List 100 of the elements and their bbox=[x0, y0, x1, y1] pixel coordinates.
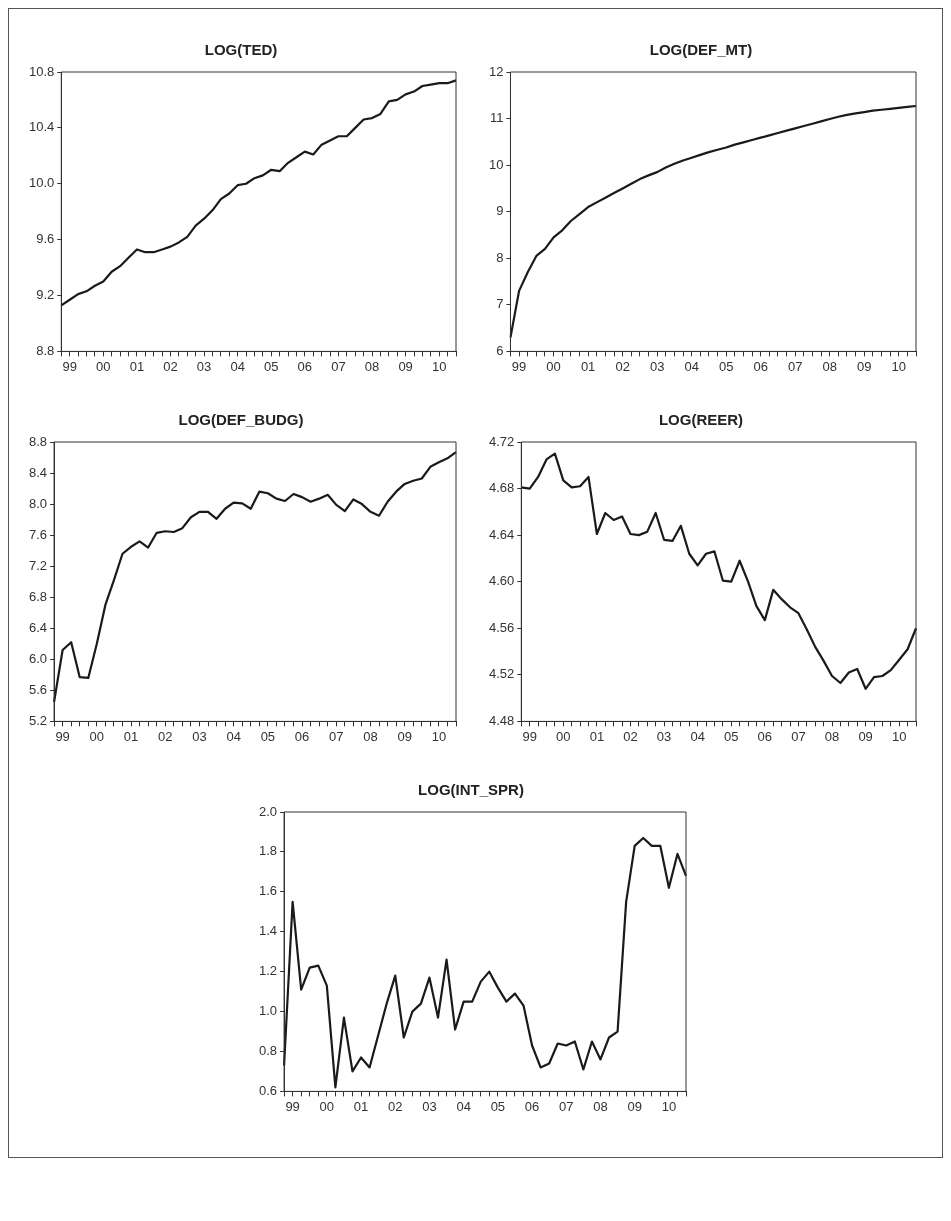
y-tick-label: 1.4 bbox=[258, 923, 277, 939]
y-tick-label: 4.72 bbox=[488, 433, 514, 449]
y-tick-label: 6.4 bbox=[28, 619, 47, 635]
chart-title: LOG(REER) bbox=[658, 411, 743, 429]
x-tick-label: 00 bbox=[545, 358, 561, 374]
x-tick-label: 10 bbox=[431, 728, 446, 744]
x-tick-label: 07 bbox=[787, 358, 802, 374]
x-tick-label: 01 bbox=[123, 728, 138, 744]
y-tick-label: 6 bbox=[495, 342, 503, 358]
x-tick-label: 09 bbox=[626, 1098, 642, 1114]
y-tick-label: 4.48 bbox=[488, 712, 514, 728]
x-tick-label: 03 bbox=[421, 1098, 437, 1114]
y-tick-label: 7.6 bbox=[28, 526, 47, 542]
y-tick-label: 4.56 bbox=[488, 619, 514, 635]
x-tick-label: 01 bbox=[589, 728, 604, 744]
x-tick-label: 06 bbox=[752, 358, 768, 374]
x-tick-label: 99 bbox=[284, 1098, 300, 1114]
y-tick-label: 0.8 bbox=[258, 1043, 277, 1059]
x-tick-label: 10 bbox=[431, 358, 446, 374]
x-tick-label: 99 bbox=[521, 728, 537, 744]
y-tick-label: 4.60 bbox=[488, 573, 514, 589]
x-tick-label: 02 bbox=[157, 728, 172, 744]
y-tick-label: 7.2 bbox=[28, 557, 47, 573]
x-tick-label: 09 bbox=[396, 728, 412, 744]
x-tick-label: 08 bbox=[592, 1098, 608, 1114]
x-tick-label: 02 bbox=[387, 1098, 402, 1114]
y-tick-label: 8.8 bbox=[35, 342, 54, 358]
y-tick-label: 2.0 bbox=[258, 803, 277, 819]
y-tick-label: 10.8 bbox=[28, 63, 54, 79]
x-tick-label: 05 bbox=[490, 1098, 505, 1114]
y-tick-label: 4.68 bbox=[488, 480, 514, 496]
y-tick-label: 1.6 bbox=[258, 883, 277, 899]
x-tick-label: 99 bbox=[511, 358, 526, 374]
y-tick-label: 8 bbox=[495, 249, 503, 265]
x-tick-label: 05 bbox=[260, 728, 275, 744]
x-tick-label: 04 bbox=[683, 358, 699, 374]
x-tick-label: 04 bbox=[455, 1098, 471, 1114]
x-tick-label: 99 bbox=[61, 358, 77, 374]
y-tick-label: 9.6 bbox=[35, 231, 54, 247]
x-tick-label: 05 bbox=[723, 728, 738, 744]
y-tick-label: 9 bbox=[495, 203, 503, 219]
y-tick-label: 8.4 bbox=[28, 464, 47, 480]
x-tick-label: 99 bbox=[54, 728, 70, 744]
x-tick-label: 03 bbox=[656, 728, 671, 744]
x-tick-label: 02 bbox=[614, 358, 630, 374]
x-tick-label: 06 bbox=[294, 728, 309, 744]
chart-title: LOG(DEF_BUDG) bbox=[178, 411, 303, 429]
x-tick-label: 07 bbox=[330, 358, 346, 374]
y-tick-label: 1.8 bbox=[258, 843, 277, 859]
x-tick-label: 09 bbox=[857, 728, 873, 744]
x-tick-label: 06 bbox=[757, 728, 772, 744]
y-tick-label: 8.0 bbox=[28, 495, 47, 511]
y-tick-label: 9.2 bbox=[35, 287, 54, 303]
y-tick-label: 5.2 bbox=[28, 712, 47, 728]
x-tick-label: 08 bbox=[821, 358, 837, 374]
x-tick-label: 05 bbox=[263, 358, 278, 374]
x-tick-label: 08 bbox=[364, 358, 379, 374]
y-tick-label: 7 bbox=[495, 296, 503, 312]
y-tick-label: 1.0 bbox=[258, 1003, 277, 1019]
y-tick-label: 10.4 bbox=[28, 119, 54, 135]
y-tick-label: 0.6 bbox=[258, 1082, 277, 1098]
y-tick-label: 6.0 bbox=[28, 650, 47, 666]
y-tick-label: 10 bbox=[488, 156, 503, 172]
x-tick-label: 08 bbox=[824, 728, 839, 744]
y-tick-label: 4.64 bbox=[488, 526, 514, 542]
x-tick-label: 03 bbox=[649, 358, 664, 374]
x-tick-label: 03 bbox=[191, 728, 207, 744]
x-tick-label: 10 bbox=[891, 728, 906, 744]
x-tick-label: 09 bbox=[856, 358, 871, 374]
x-tick-label: 02 bbox=[162, 358, 178, 374]
chart-title: LOG(TED) bbox=[204, 41, 277, 59]
x-tick-label: 01 bbox=[129, 358, 144, 374]
chart-title: LOG(DEF_MT) bbox=[649, 41, 752, 59]
y-tick-label: 5.6 bbox=[28, 681, 47, 697]
x-tick-label: 08 bbox=[362, 728, 378, 744]
y-tick-label: 4.52 bbox=[488, 666, 514, 682]
x-tick-label: 05 bbox=[718, 358, 733, 374]
x-tick-label: 07 bbox=[558, 1098, 574, 1114]
x-tick-label: 06 bbox=[297, 358, 312, 374]
x-tick-label: 07 bbox=[328, 728, 344, 744]
y-tick-label: 10.0 bbox=[28, 175, 54, 191]
x-tick-label: 04 bbox=[225, 728, 241, 744]
x-tick-label: 00 bbox=[555, 728, 571, 744]
x-tick-label: 01 bbox=[353, 1098, 368, 1114]
x-tick-label: 03 bbox=[196, 358, 211, 374]
y-tick-label: 8.8 bbox=[28, 433, 47, 449]
x-tick-label: 00 bbox=[89, 728, 104, 744]
y-tick-label: 6.8 bbox=[28, 588, 47, 604]
x-tick-label: 10 bbox=[891, 358, 906, 374]
x-tick-label: 04 bbox=[689, 728, 705, 744]
chart-title: LOG(INT_SPR) bbox=[417, 781, 524, 799]
y-tick-label: 1.2 bbox=[258, 963, 277, 979]
y-tick-label: 12 bbox=[488, 63, 503, 79]
x-tick-label: 07 bbox=[790, 728, 806, 744]
x-tick-label: 06 bbox=[524, 1098, 539, 1114]
x-tick-label: 10 bbox=[661, 1098, 676, 1114]
x-tick-label: 09 bbox=[397, 358, 413, 374]
x-tick-label: 00 bbox=[95, 358, 111, 374]
x-tick-label: 00 bbox=[319, 1098, 334, 1114]
x-tick-label: 04 bbox=[229, 358, 245, 374]
